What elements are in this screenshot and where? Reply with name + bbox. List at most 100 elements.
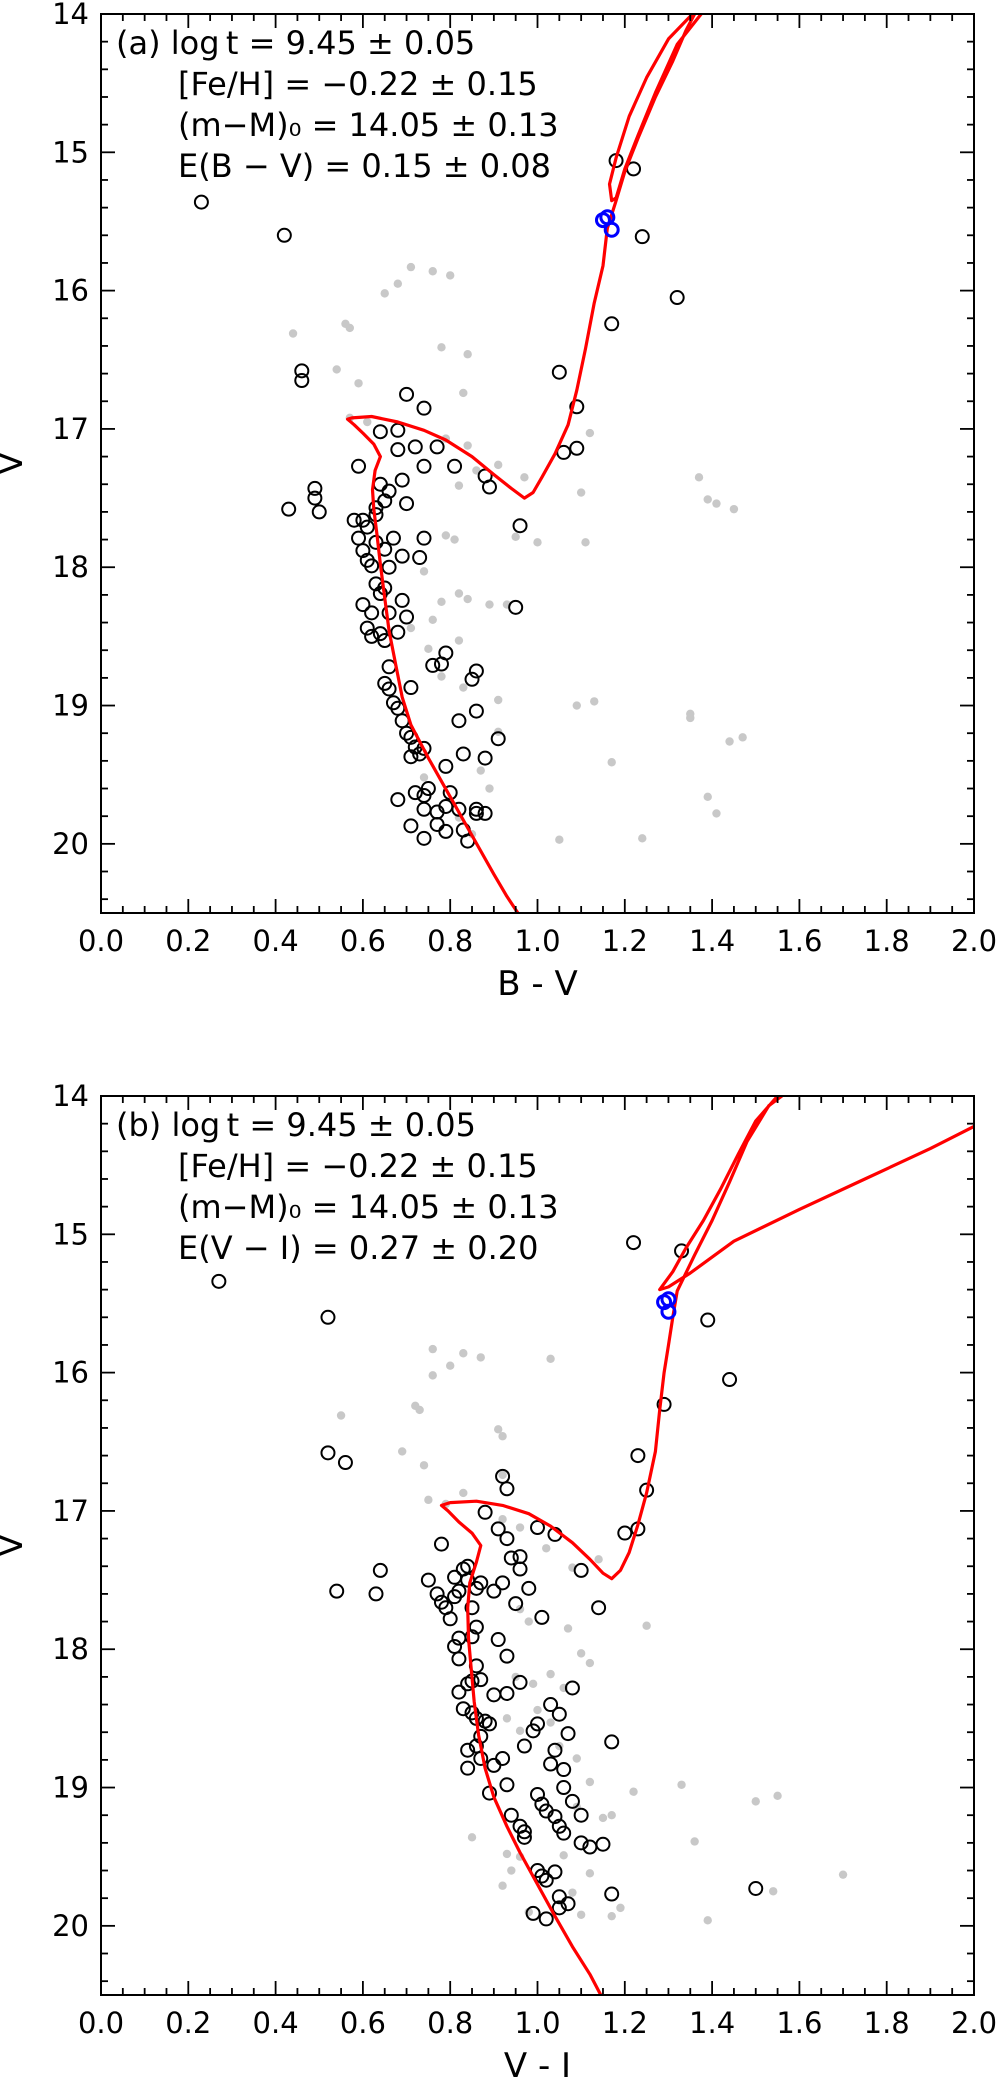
x-tick-label: 0.6: [340, 2006, 386, 2040]
member-star-point: [429, 439, 445, 455]
member-star-point: [556, 1762, 572, 1778]
parameter-annotation: [Fe/H] = −0.22 ± 0.15: [178, 65, 538, 103]
member-star-point: [442, 1611, 458, 1627]
field-star-point: [712, 809, 721, 818]
member-star-point: [346, 512, 362, 528]
x-axis-label: V - I: [504, 2046, 571, 2079]
field-star-point: [446, 271, 455, 280]
member-star-point: [516, 1829, 532, 1845]
y-tick-label: 15: [52, 1217, 89, 1251]
field-star-point: [336, 1411, 346, 1420]
field-star-point: [559, 1851, 568, 1860]
member-star-point: [407, 785, 423, 801]
member-star-point: [530, 1520, 545, 1536]
field-star-point: [546, 1669, 555, 1679]
field-star-point: [441, 531, 451, 540]
member-star-point: [669, 290, 685, 306]
member-star-point: [516, 1738, 532, 1754]
member-star-point: [547, 1742, 563, 1758]
member-star-point: [560, 1726, 576, 1742]
member-star-point: [385, 530, 401, 546]
member-star-point: [634, 229, 650, 245]
field-star-point: [428, 1344, 437, 1354]
x-tick-label: 1.2: [602, 2006, 648, 2040]
field-star-point: [546, 1354, 555, 1363]
field-star-point: [769, 1887, 778, 1896]
member-star-point: [294, 363, 310, 379]
member-star-point: [364, 558, 380, 574]
member-star-point: [307, 490, 323, 506]
field-star-point: [428, 1371, 437, 1380]
field-star-point: [380, 289, 389, 298]
field-star-point: [694, 473, 704, 482]
field-star-point: [498, 1515, 507, 1524]
field-star-point: [406, 623, 416, 633]
field-star-point: [498, 1470, 507, 1480]
y-tick-label: 20: [52, 1909, 89, 1943]
member-star-point: [551, 1900, 567, 1916]
member-star-point: [320, 1309, 336, 1325]
plot-area: [211, 1096, 974, 1995]
field-star-point: [459, 1488, 468, 1498]
member-star-point: [351, 458, 367, 474]
member-star-point: [390, 442, 406, 458]
field-star-point: [498, 1881, 507, 1890]
field-star-point: [446, 1361, 455, 1370]
isochrone-line: [346, 14, 703, 913]
member-star-point: [416, 830, 432, 846]
member-star-point: [626, 1235, 642, 1251]
member-star-point: [495, 1750, 511, 1766]
field-star-point: [725, 737, 734, 746]
member-star-point: [429, 816, 445, 832]
x-tick-label: 1.6: [776, 924, 822, 958]
member-star-point: [490, 731, 506, 747]
y-tick-label: 17: [52, 412, 89, 446]
member-star-point: [399, 496, 415, 512]
member-star-point: [538, 1911, 554, 1927]
member-star-point: [569, 440, 585, 456]
x-tick-label: 1.2: [602, 924, 648, 958]
member-star-point: [525, 1905, 541, 1921]
member-star-point: [399, 725, 415, 741]
member-star-point: [403, 818, 419, 834]
member-star-point: [403, 749, 419, 765]
member-star-point: [503, 1550, 519, 1566]
field-star-point: [459, 388, 468, 398]
field-star-point: [607, 758, 616, 767]
field-star-point: [459, 1349, 468, 1358]
member-star-point: [399, 609, 415, 625]
x-tick-label: 0.0: [78, 2006, 124, 2040]
field-star-point: [533, 1705, 542, 1715]
member-star-point: [451, 1583, 467, 1599]
x-tick-label: 2.0: [951, 924, 997, 958]
field-star-point: [363, 417, 372, 427]
isochrone-line: [439, 1096, 974, 1995]
member-star-point: [551, 1706, 567, 1722]
field-star-point: [576, 1649, 586, 1658]
x-tick-label: 0.6: [340, 924, 386, 958]
field-star-point: [524, 1617, 533, 1626]
x-tick-label: 0.4: [253, 924, 299, 958]
member-star-point: [748, 1881, 764, 1897]
member-star-point: [433, 656, 449, 672]
y-tick-label: 18: [52, 550, 89, 584]
member-star-point: [468, 703, 484, 719]
x-tick-label: 0.8: [427, 2006, 473, 2040]
field-star-point: [511, 532, 520, 542]
member-star-point: [320, 1445, 336, 1461]
member-star-point: [460, 1760, 476, 1776]
member-star-point: [355, 597, 371, 613]
member-star-point: [447, 458, 463, 474]
member-star-point: [464, 671, 480, 687]
member-star-point: [455, 1701, 471, 1717]
field-star-point: [572, 701, 581, 710]
member-star-point: [307, 480, 323, 496]
member-star-point: [508, 1596, 524, 1612]
member-star-point: [534, 1868, 550, 1884]
member-star-point: [547, 1864, 563, 1880]
field-star-point: [463, 441, 472, 450]
field-star-point: [703, 1916, 712, 1925]
field-star-point: [454, 589, 464, 598]
field-star-point: [703, 792, 712, 802]
field-star-point: [751, 1797, 760, 1806]
